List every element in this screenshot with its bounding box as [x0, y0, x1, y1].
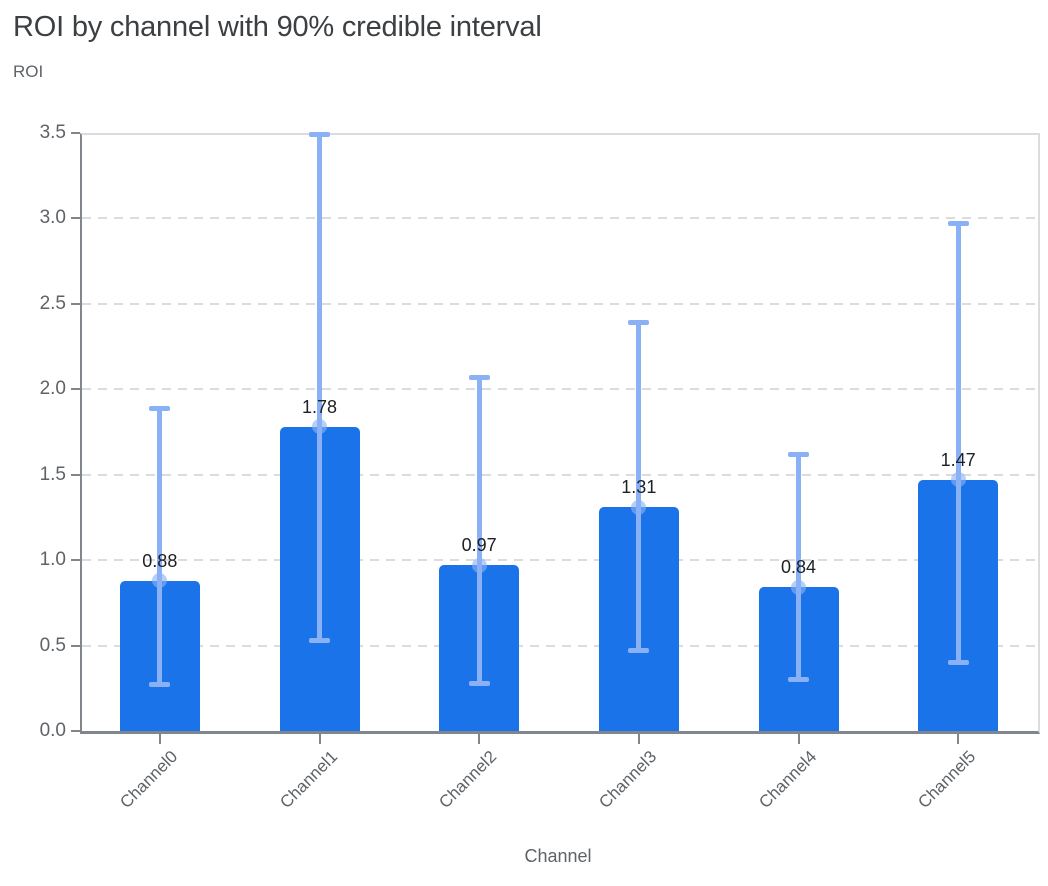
y-tick-mark [71, 559, 80, 562]
y-tick-mark [71, 644, 80, 647]
x-tick-label-channel0: Channel0 [116, 747, 182, 812]
bar-value-label: 0.88 [142, 550, 178, 571]
y-tick-label: 2.5 [39, 292, 66, 314]
y-tick-label: 3.0 [39, 207, 66, 229]
error-whisker [955, 223, 961, 663]
gridline [82, 559, 1036, 562]
y-tick-label: 0.5 [39, 634, 66, 656]
x-tick-mark [957, 734, 960, 744]
mean-marker [791, 579, 806, 595]
x-tick-label-channel4: Channel4 [755, 747, 820, 812]
error-cap-lower [628, 648, 650, 654]
gridline [82, 388, 1036, 391]
x-tick-mark [478, 734, 481, 744]
x-tick-mark [797, 734, 800, 744]
y-axis-title: ROI [13, 62, 44, 81]
error-whisker [796, 454, 801, 680]
mean-marker [950, 472, 966, 488]
gridline [82, 644, 1036, 647]
error-cap-upper [468, 374, 490, 380]
y-tick-mark [71, 730, 80, 732]
plot-area [80, 133, 1040, 734]
mean-marker [471, 557, 487, 573]
bar-value-label: 0.84 [780, 557, 817, 578]
y-tick-label: 1.0 [39, 549, 66, 571]
x-tick-label-channel3: Channel3 [595, 747, 661, 812]
y-tick-mark [71, 473, 80, 476]
gridline [82, 473, 1036, 476]
error-cap-lower [788, 677, 809, 683]
error-whisker [636, 322, 642, 651]
x-tick-label-channel1: Channel1 [276, 747, 341, 812]
x-tick-label-channel2: Channel2 [435, 747, 501, 812]
gridline [82, 302, 1036, 305]
x-tick-mark [637, 734, 640, 744]
error-cap-lower [468, 680, 490, 686]
y-tick-mark [71, 217, 80, 220]
bar-value-label: 1.47 [940, 449, 976, 470]
error-cap-upper [628, 320, 650, 326]
gridline [82, 217, 1036, 220]
error-whisker [476, 377, 482, 684]
y-tick-mark [71, 132, 80, 134]
error-cap-lower [309, 637, 330, 643]
error-cap-lower [947, 660, 969, 666]
bar-value-label: 1.31 [621, 477, 657, 498]
x-tick-mark [158, 734, 161, 744]
error-cap-upper [947, 221, 969, 227]
y-tick-mark [71, 302, 80, 305]
error-cap-lower [149, 682, 171, 688]
y-tick-label: 2.0 [39, 378, 66, 400]
y-tick-label: 1.5 [39, 463, 66, 485]
y-tick-label: 3.5 [39, 122, 66, 143]
chart-title: ROI by channel with 90% credible interva… [13, 11, 542, 43]
bar-value-label: 0.97 [461, 535, 497, 556]
error-whisker [157, 408, 163, 685]
error-cap-upper [788, 451, 809, 457]
y-tick-mark [71, 388, 80, 391]
x-tick-mark [318, 734, 321, 744]
mean-marker [312, 419, 327, 435]
bar-value-label: 1.78 [301, 396, 338, 417]
mean-marker [152, 573, 168, 589]
error-whisker [317, 134, 322, 641]
mean-marker [631, 499, 647, 515]
error-cap-upper [149, 405, 171, 411]
y-tick-label: 0.0 [39, 720, 66, 741]
x-axis-title: Channel [524, 846, 592, 866]
error-cap-upper [309, 132, 330, 138]
x-tick-label-channel5: Channel5 [914, 747, 980, 812]
